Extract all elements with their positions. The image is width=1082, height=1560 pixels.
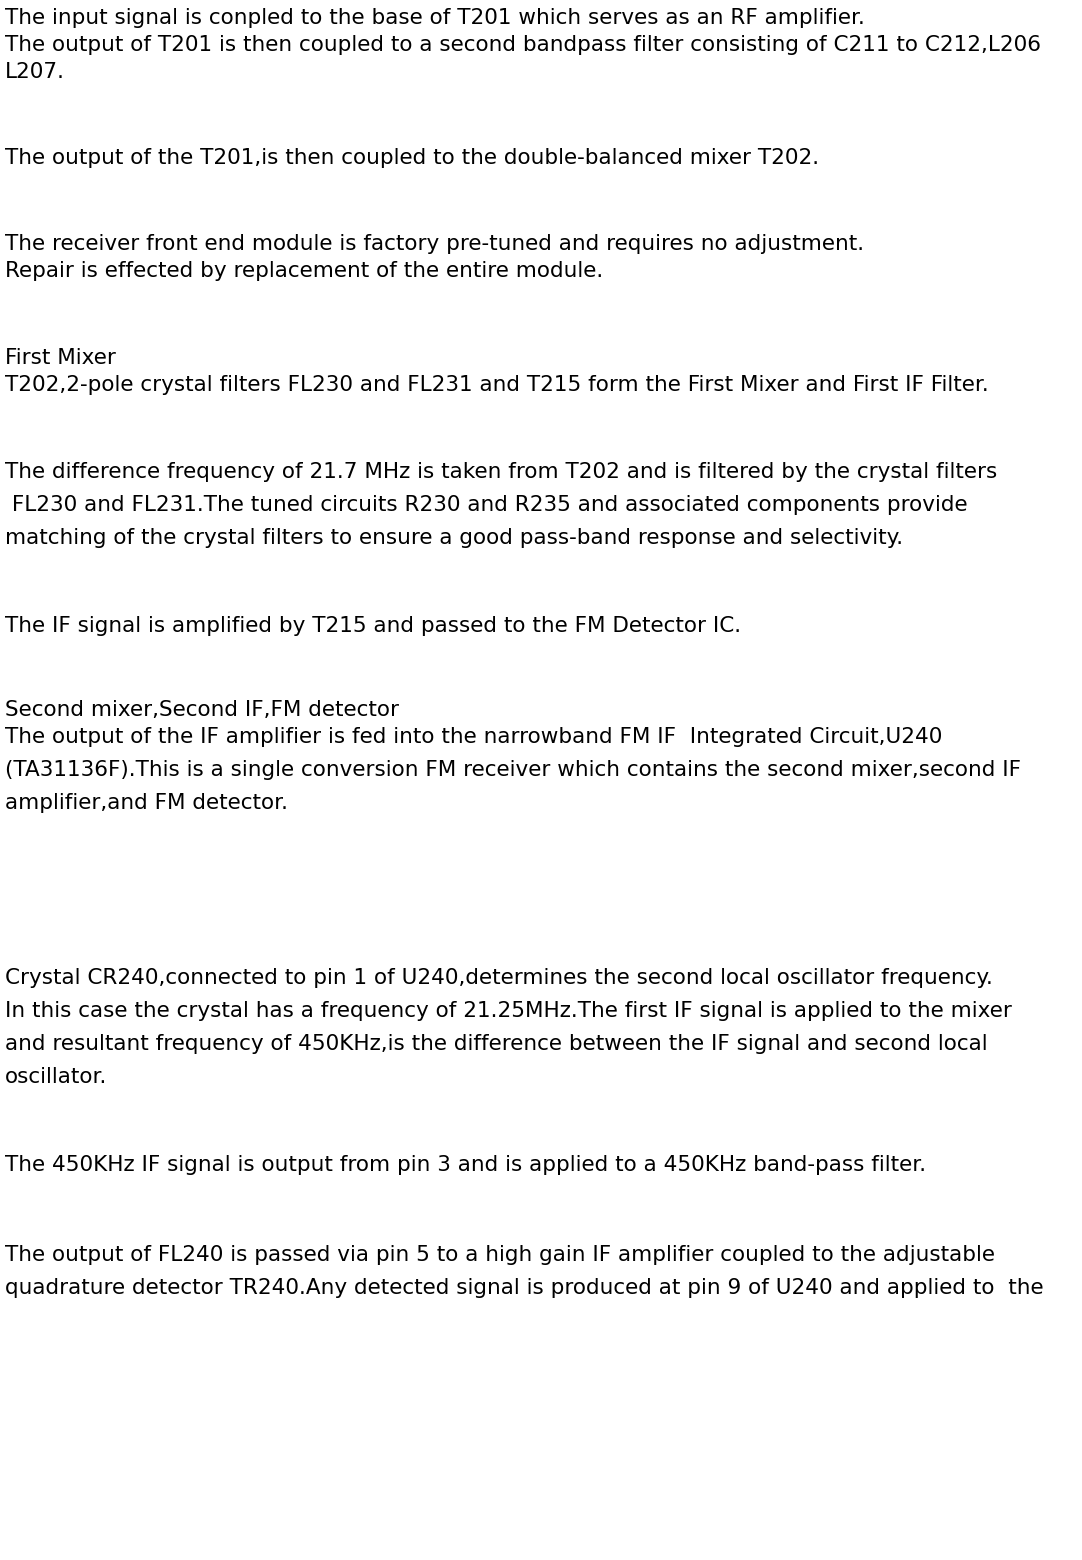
Text: amplifier,and FM detector.: amplifier,and FM detector. bbox=[5, 792, 288, 813]
Text: The receiver front end module is factory pre-tuned and requires no adjustment.: The receiver front end module is factory… bbox=[5, 234, 865, 254]
Text: FL230 and FL231.The tuned circuits R230 and R235 and associated components provi: FL230 and FL231.The tuned circuits R230 … bbox=[5, 495, 967, 515]
Text: matching of the crystal filters to ensure a good pass-band response and selectiv: matching of the crystal filters to ensur… bbox=[5, 527, 903, 548]
Text: The input signal is conpled to the base of T201 which serves as an RF amplifier.: The input signal is conpled to the base … bbox=[5, 8, 865, 28]
Text: quadrature detector TR240.Any detected signal is produced at pin 9 of U240 and a: quadrature detector TR240.Any detected s… bbox=[5, 1278, 1044, 1298]
Text: The output of the T201,is then coupled to the double-balanced mixer T202.: The output of the T201,is then coupled t… bbox=[5, 148, 819, 168]
Text: Repair is effected by replacement of the entire module.: Repair is effected by replacement of the… bbox=[5, 261, 604, 281]
Text: and resultant frequency of 450KHz,is the difference between the IF signal and se: and resultant frequency of 450KHz,is the… bbox=[5, 1034, 988, 1055]
Text: The difference frequency of 21.7 MHz is taken from T202 and is filtered by the c: The difference frequency of 21.7 MHz is … bbox=[5, 462, 998, 482]
Text: In this case the crystal has a frequency of 21.25MHz.The first IF signal is appl: In this case the crystal has a frequency… bbox=[5, 1002, 1012, 1020]
Text: (TA31136F).This is a single conversion FM receiver which contains the second mix: (TA31136F).This is a single conversion F… bbox=[5, 760, 1021, 780]
Text: The IF signal is amplified by T215 and passed to the FM Detector IC.: The IF signal is amplified by T215 and p… bbox=[5, 616, 741, 636]
Text: T202,2-pole crystal filters FL230 and FL231 and T215 form the First Mixer and Fi: T202,2-pole crystal filters FL230 and FL… bbox=[5, 374, 989, 395]
Text: The 450KHz IF signal is output from pin 3 and is applied to a 450KHz band-pass f: The 450KHz IF signal is output from pin … bbox=[5, 1154, 926, 1175]
Text: oscillator.: oscillator. bbox=[5, 1067, 107, 1087]
Text: The output of the IF amplifier is fed into the narrowband FM IF  Integrated Circ: The output of the IF amplifier is fed in… bbox=[5, 727, 942, 747]
Text: L207.: L207. bbox=[5, 62, 65, 83]
Text: The output of T201 is then coupled to a second bandpass filter consisting of C21: The output of T201 is then coupled to a … bbox=[5, 34, 1041, 55]
Text: The output of FL240 is passed via pin 5 to a high gain IF amplifier coupled to t: The output of FL240 is passed via pin 5 … bbox=[5, 1245, 995, 1265]
Text: Crystal CR240,connected to pin 1 of U240,determines the second local oscillator : Crystal CR240,connected to pin 1 of U240… bbox=[5, 969, 993, 987]
Text: First Mixer: First Mixer bbox=[5, 348, 116, 368]
Text: Second mixer,Second IF,FM detector: Second mixer,Second IF,FM detector bbox=[5, 700, 399, 721]
